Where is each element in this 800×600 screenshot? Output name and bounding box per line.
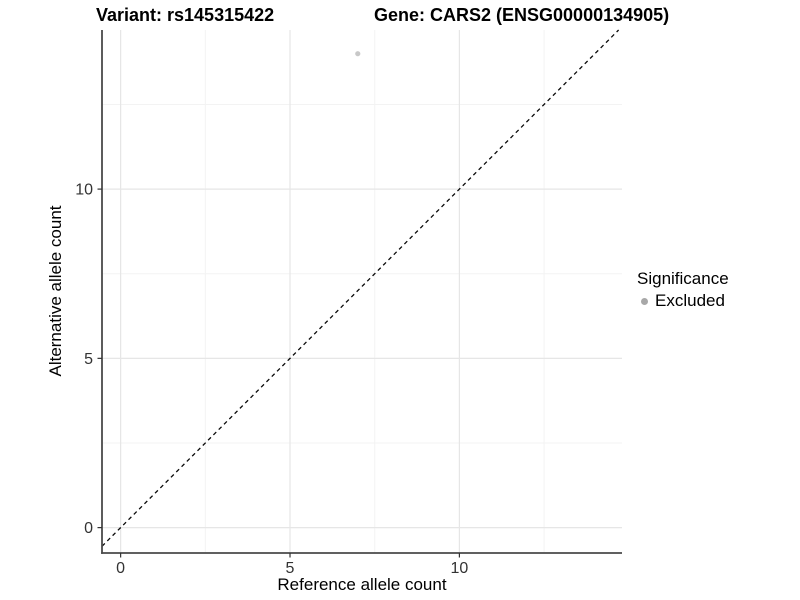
legend: Significance Excluded [637,269,729,311]
plot-title-variant: Variant: rs145315422 [96,5,275,25]
x-tick-label: 5 [286,560,295,577]
y-axis-title: Alternative allele count [46,205,65,377]
data-point [355,51,361,57]
plot-title-gene: Gene: CARS2 (ENSG00000134905) [374,5,670,25]
legend-item-excluded: Excluded [637,291,729,311]
legend-item-label: Excluded [655,291,725,310]
x-axis-title: Reference allele count [277,575,447,594]
identity-line [101,29,620,547]
y-tick-label: 5 [84,351,93,368]
x-tick-label: 10 [450,560,468,577]
y-tick-label: 10 [75,182,93,199]
legend-title: Significance [637,269,729,288]
legend-marker-circle-icon [641,297,648,305]
x-tick-label: 0 [116,560,125,577]
y-tick-label: 0 [84,520,93,537]
